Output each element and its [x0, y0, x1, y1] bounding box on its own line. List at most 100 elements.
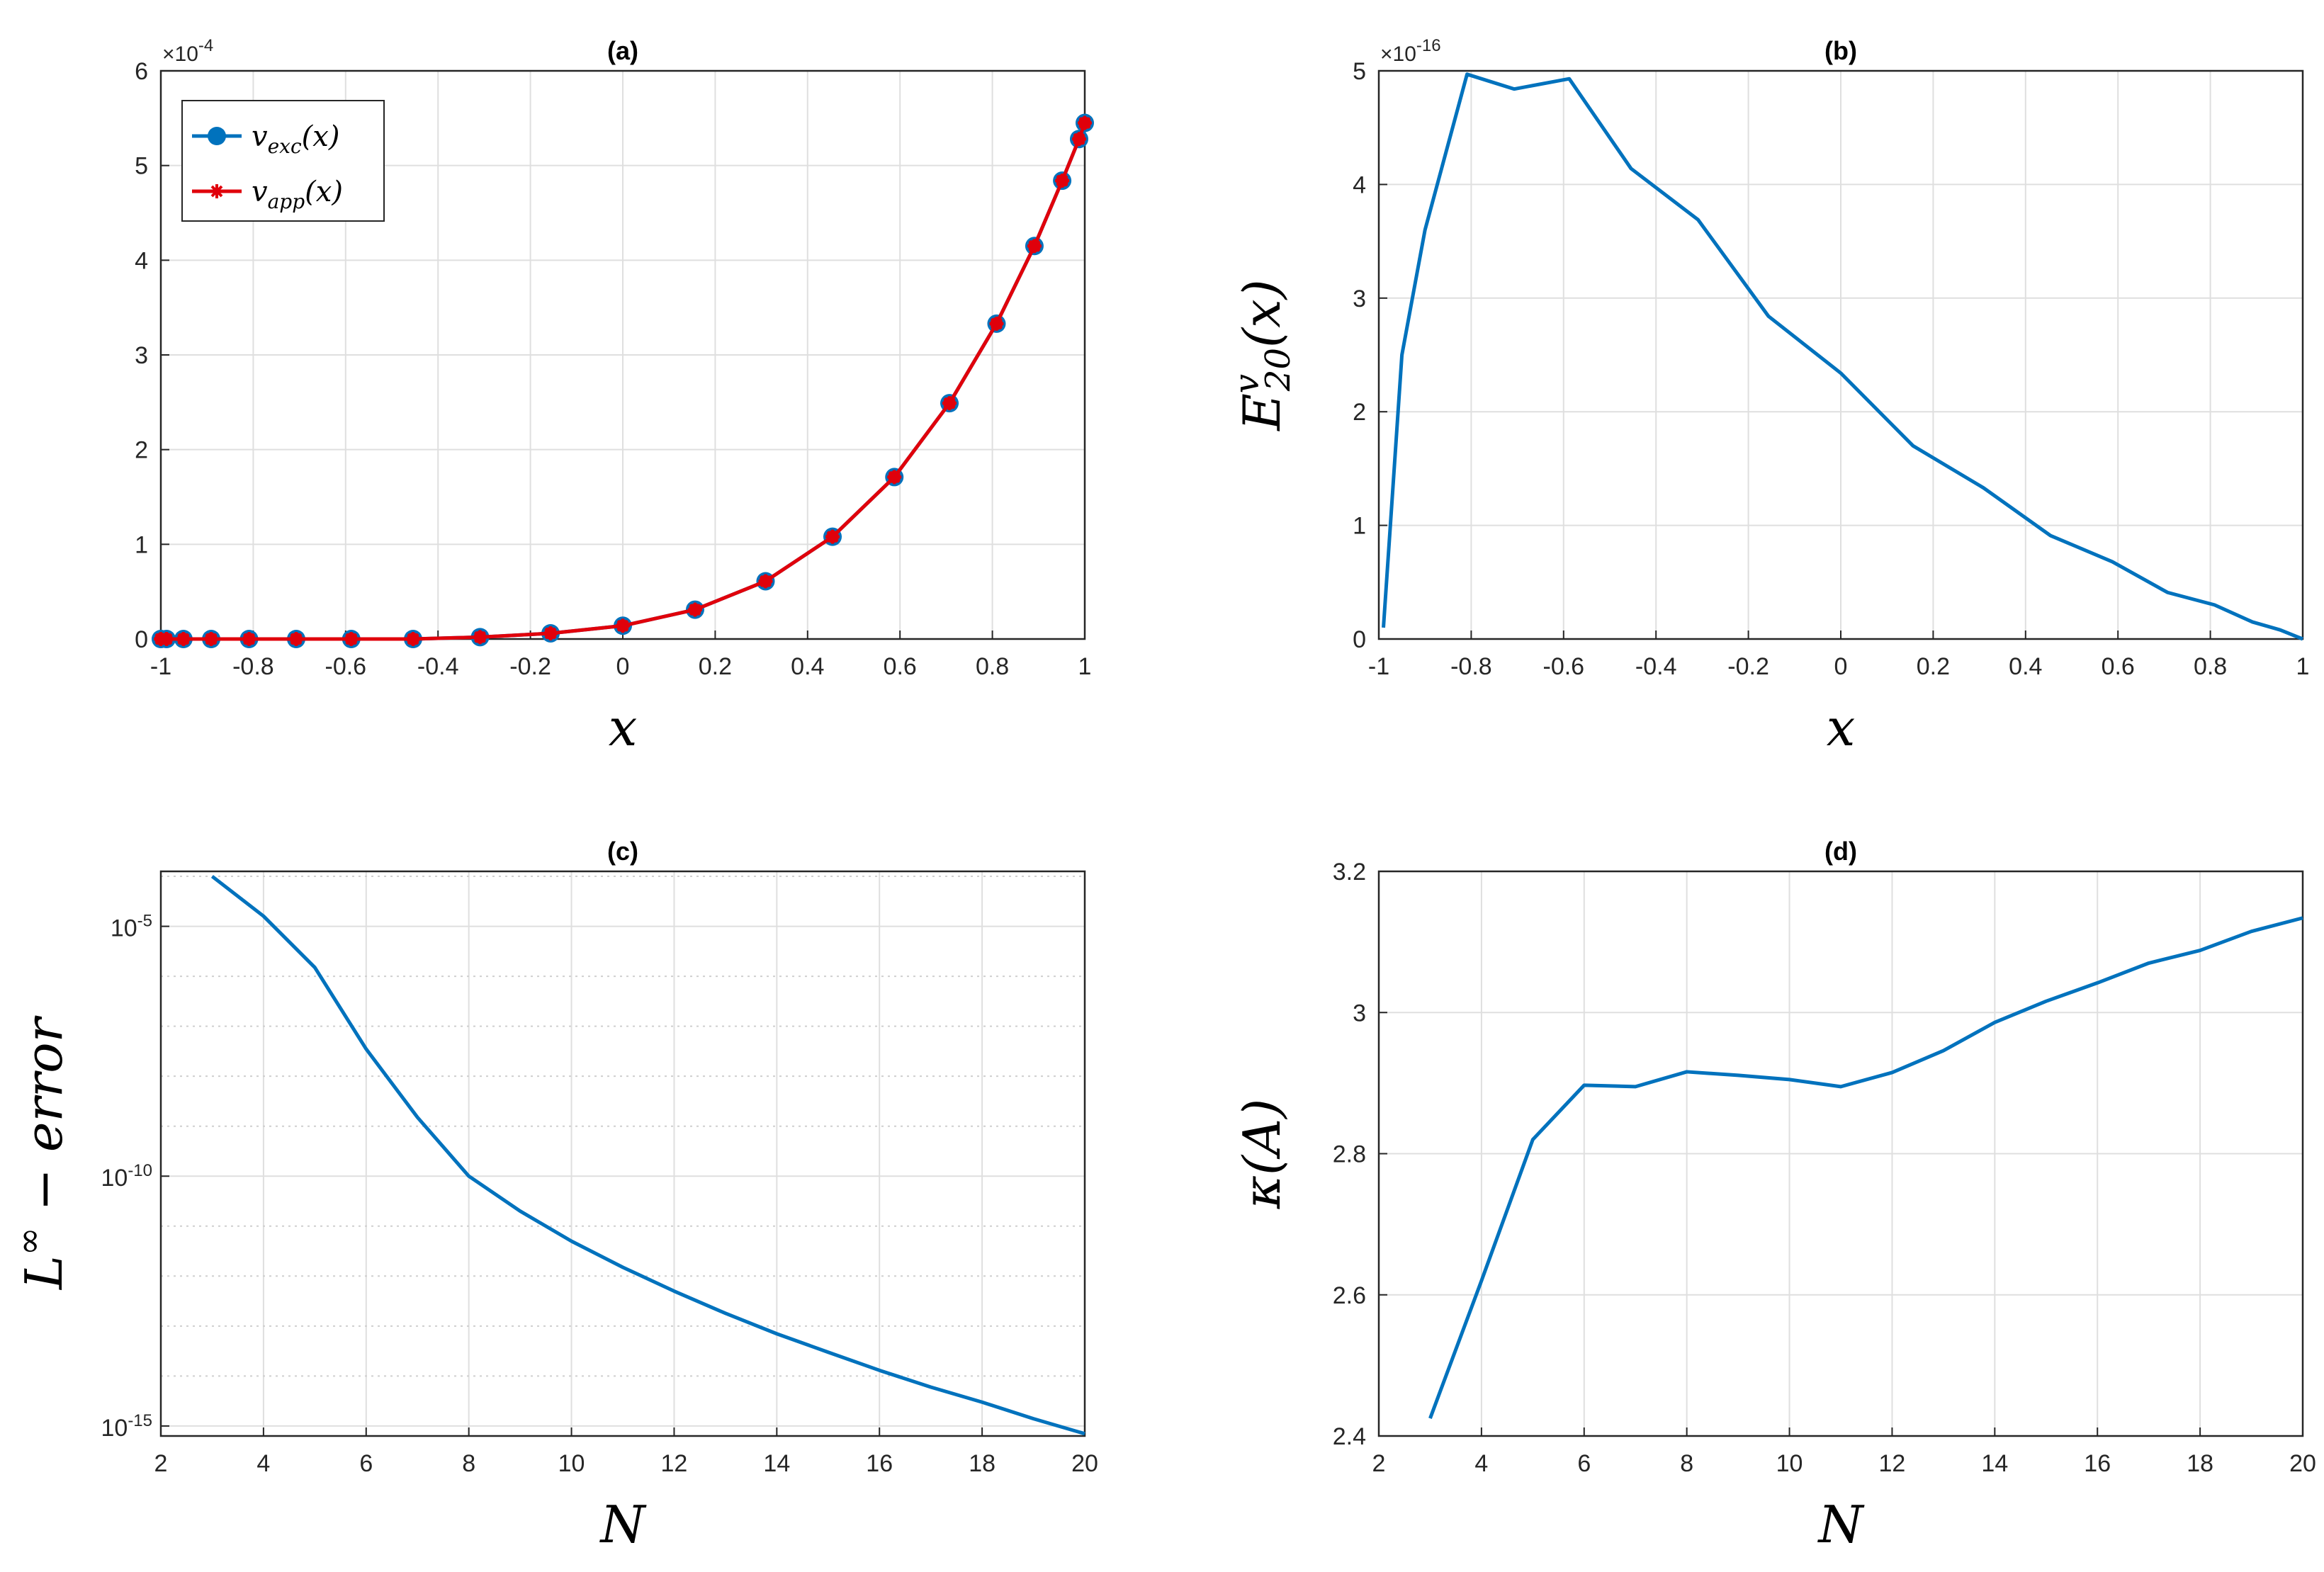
panel-a: -1 -0.8 -0.6 -0.4 -0.2 0 0.2 0.4 0.6 0.8 1 0 1 2 3 4 5 6 ×… [135, 36, 1094, 757]
data-point [1055, 174, 1070, 188]
star-core [344, 633, 358, 645]
y-tick-label: 0 [135, 626, 148, 653]
x-tick-label: 20 [1071, 1450, 1098, 1477]
x-tick-label: 1 [2296, 653, 2310, 680]
x-tick-label: -0.2 [1727, 653, 1769, 680]
panel-title: (c) [607, 837, 638, 866]
star-core [242, 633, 256, 645]
y-scale-exponent: ×10-4 [162, 36, 213, 66]
data-point [942, 396, 957, 411]
x-tick-label: 6 [1577, 1450, 1591, 1477]
grid [160, 871, 1085, 1436]
star-core [943, 397, 957, 410]
x-tick-label: 2 [1372, 1450, 1386, 1477]
y-tick-label: 2 [135, 437, 148, 464]
y-tick-label: 3.2 [1333, 859, 1366, 886]
y-axis-label: Ev20(x) [1227, 279, 1298, 432]
star-core [1056, 174, 1069, 188]
panel-d: 2 4 6 8 10 12 14 16 18 20 2.4 2.6 2.8 3 3.2 (d) Nκ(A) [1232, 837, 2316, 1554]
star-core [205, 633, 218, 645]
data-point [887, 470, 902, 485]
data-point [159, 632, 174, 646]
y-tick-label: 2 [1353, 399, 1366, 426]
star-core [888, 470, 901, 484]
y-tick-label: 0 [1353, 626, 1366, 653]
x-tick-label: 18 [2187, 1450, 2213, 1477]
y-tick-label: 10-10 [101, 1161, 152, 1192]
panel-title: (b) [1824, 36, 1857, 65]
x-tick-label: 6 [359, 1450, 373, 1477]
x-tick-label: 14 [763, 1450, 790, 1477]
y-tick-label: 10-15 [101, 1411, 152, 1442]
y-tick-label: 10-5 [111, 912, 152, 942]
y-tick-label: 3 [1353, 285, 1366, 312]
legend-marker [210, 184, 224, 198]
axes-box [159, 870, 1086, 1437]
x-tick-label: 8 [462, 1450, 475, 1477]
x-tick-label: -0.6 [325, 653, 367, 680]
star-core [176, 633, 190, 645]
x-tick-label: 4 [1474, 1450, 1488, 1477]
series-0 [210, 875, 1085, 1436]
x-axis-label: x [609, 698, 638, 757]
x-tick-label: 20 [2289, 1450, 2316, 1477]
series-0 [1428, 916, 2303, 1419]
x-tick-label: 0.4 [2009, 653, 2042, 680]
star-core [688, 603, 701, 616]
y-tick-label: 4 [135, 247, 148, 274]
legend-label: vapp(x) [252, 176, 343, 213]
y-tick-label: 6 [135, 58, 148, 85]
x-tick-label: 0.6 [884, 653, 917, 680]
star-core [1027, 239, 1041, 253]
series-line [210, 875, 1085, 1436]
y-axis-label: κ(A) [1232, 1099, 1292, 1209]
x-tick-label: 2 [154, 1450, 168, 1477]
x-tick-label: 0.2 [1917, 653, 1950, 680]
x-axis-label: x [1827, 698, 1856, 757]
panel-b: -1 -0.8 -0.6 -0.4 -0.2 0 0.2 0.4 0.6 0.8 1 0 1 2 3 4 5 ×1… [1227, 36, 2309, 757]
x-tick-label: 16 [866, 1450, 893, 1477]
star-core [990, 317, 1003, 330]
x-tick-label: 10 [558, 1450, 585, 1477]
star-stroke [210, 185, 223, 198]
x-tick-label: -0.4 [417, 653, 459, 680]
y-tick-label: 2.6 [1333, 1282, 1366, 1309]
data-point [473, 630, 487, 645]
y-tick-label: 2.4 [1333, 1423, 1366, 1450]
x-tick-label: 14 [1981, 1450, 2008, 1477]
x-tick-label: 0.8 [2194, 653, 2227, 680]
star-core [759, 575, 772, 588]
data-point [344, 632, 359, 646]
x-tick-label: 1 [1078, 653, 1092, 680]
x-tick-label: -1 [1368, 653, 1389, 680]
data-point [543, 626, 558, 640]
star-core [1072, 132, 1085, 146]
series-1 [154, 115, 1092, 646]
x-tick-label: 10 [1776, 1450, 1803, 1477]
y-tick-label: 1 [135, 531, 148, 558]
x-tick-label: 12 [1879, 1450, 1906, 1477]
data-point [204, 632, 219, 646]
star-core [160, 633, 174, 645]
y-tick-label: 4 [1353, 171, 1366, 198]
legend-box [181, 100, 385, 222]
y-tick-label: 1 [1353, 513, 1366, 540]
x-tick-label: 12 [661, 1450, 688, 1477]
panel-title: (d) [1824, 837, 1857, 866]
x-tick-label: -0.8 [1450, 653, 1492, 680]
data-point [989, 316, 1004, 331]
y-tick-label: 2.8 [1333, 1141, 1366, 1168]
legend-label: vexc(x) [252, 120, 339, 158]
data-point [405, 632, 420, 646]
data-point [288, 632, 303, 646]
series-line [1382, 72, 2303, 641]
x-tick-label: 16 [2084, 1450, 2111, 1477]
x-tick-label: -0.2 [509, 653, 551, 680]
x-tick-label: -0.6 [1543, 653, 1585, 680]
y-tick-label: 5 [135, 153, 148, 180]
y-axis-label: L∞ − error [9, 1015, 74, 1291]
data-point [825, 529, 840, 544]
x-tick-label: 0.6 [2102, 653, 2135, 680]
star-core [406, 633, 419, 645]
